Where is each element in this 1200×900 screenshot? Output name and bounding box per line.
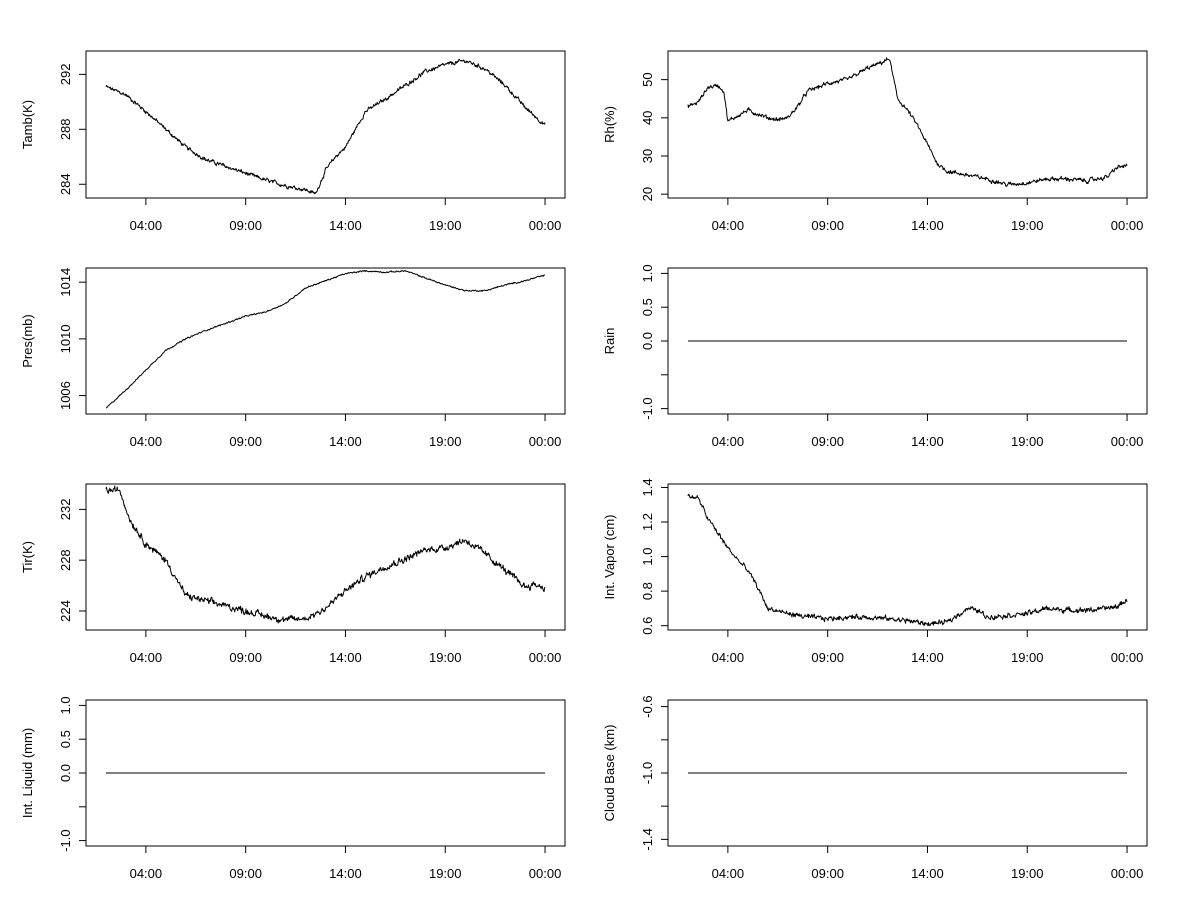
- x-tick-label: 19:00: [429, 218, 462, 233]
- chart-panel-5: 04:00 09:00 14:00 19:00 00:00 224 228 232 Tir(K): [20, 483, 566, 665]
- y-tick-label: -1.0: [58, 829, 73, 851]
- chart-panel-3: 04:00 09:00 14:00 19:00 00:00 1006 1010 1014 Pre…: [20, 267, 566, 449]
- y-tick-label: 50: [640, 72, 655, 86]
- y-tick-label: 292: [58, 64, 73, 86]
- x-tick-label: 04:00: [130, 650, 163, 665]
- x-tick-label: 09:00: [811, 218, 844, 233]
- x-tick-label: 04:00: [712, 218, 745, 233]
- series-line: [105, 269, 546, 409]
- y-tick-label: -1.4: [640, 828, 655, 850]
- y-tick-label: -1.0: [640, 762, 655, 784]
- x-tick-label: 14:00: [911, 218, 944, 233]
- y-tick-label: -1.0: [640, 397, 655, 419]
- x-tick-label: 19:00: [1011, 650, 1044, 665]
- x-tick-label: 00:00: [529, 434, 562, 449]
- x-tick-label: 04:00: [130, 218, 163, 233]
- y-tick-label: 30: [640, 149, 655, 163]
- y-tick-label: 1014: [58, 268, 73, 297]
- y-axis-label: Rain: [602, 328, 617, 355]
- x-tick-label: 14:00: [911, 866, 944, 881]
- x-tick-label: 04:00: [130, 434, 163, 449]
- y-tick-label: 224: [58, 600, 73, 622]
- y-tick-label: -0.6: [640, 695, 655, 717]
- x-tick-label: 09:00: [229, 650, 262, 665]
- y-tick-label: 0.5: [640, 298, 655, 316]
- y-axis-label: Tamb(K): [20, 100, 35, 149]
- y-tick-label: 1010: [58, 324, 73, 353]
- x-tick-label: 00:00: [529, 650, 562, 665]
- x-tick-label: 04:00: [130, 866, 163, 881]
- y-tick-label: 1.2: [640, 513, 655, 531]
- chart-panel-2: 04:00 09:00 14:00 19:00 00:00 20 30 40 50 Rh(%): [602, 50, 1148, 233]
- y-tick-label: 40: [640, 111, 655, 125]
- x-tick-label: 14:00: [329, 434, 362, 449]
- x-tick-label: 14:00: [911, 650, 944, 665]
- plot-frame: [85, 483, 566, 631]
- x-tick-label: 19:00: [1011, 218, 1044, 233]
- x-tick-label: 09:00: [229, 218, 262, 233]
- y-tick-label: 288: [58, 118, 73, 140]
- x-tick-label: 09:00: [811, 434, 844, 449]
- chart-panel-4: 04:00 09:00 14:00 19:00 00:00 -1.0 0.0 0.5 1.0 Ra…: [602, 264, 1148, 449]
- y-tick-label: 1.0: [640, 264, 655, 282]
- x-tick-label: 09:00: [229, 434, 262, 449]
- x-tick-label: 09:00: [229, 866, 262, 881]
- x-tick-label: 09:00: [811, 866, 844, 881]
- y-tick-label: 232: [58, 499, 73, 521]
- y-tick-label: 0.0: [58, 764, 73, 782]
- y-axis-label: Int. Liquid (mm): [20, 728, 35, 818]
- plot-frame: [85, 50, 566, 199]
- series-line: [105, 58, 546, 195]
- y-tick-label: 1.4: [640, 478, 655, 496]
- y-axis-label: Rh(%): [602, 106, 617, 143]
- series-line: [687, 57, 1128, 188]
- x-tick-label: 19:00: [429, 650, 462, 665]
- y-tick-label: 20: [640, 187, 655, 201]
- chart-panel-1: 04:00 09:00 14:00 19:00 00:00 284 288 292 Tamb(K…: [20, 50, 566, 233]
- y-tick-label: 1006: [58, 381, 73, 410]
- x-tick-label: 14:00: [911, 434, 944, 449]
- x-tick-label: 19:00: [429, 866, 462, 881]
- y-tick-label: 1.0: [58, 696, 73, 714]
- x-tick-label: 00:00: [1111, 650, 1144, 665]
- y-axis-label: Cloud Base (km): [602, 725, 617, 822]
- x-tick-label: 19:00: [1011, 434, 1044, 449]
- x-tick-label: 00:00: [529, 218, 562, 233]
- y-tick-label: 1.0: [640, 548, 655, 566]
- x-tick-label: 14:00: [329, 866, 362, 881]
- x-tick-label: 04:00: [712, 650, 745, 665]
- chart-panel-8: 04:00 09:00 14:00 19:00 00:00 -1.4 -1.0 -0.6 Clo…: [602, 695, 1148, 881]
- x-tick-label: 14:00: [329, 218, 362, 233]
- x-tick-label: 09:00: [811, 650, 844, 665]
- x-tick-label: 00:00: [1111, 866, 1144, 881]
- series-line: [687, 493, 1128, 627]
- x-tick-label: 00:00: [529, 866, 562, 881]
- x-tick-label: 04:00: [712, 434, 745, 449]
- series-line: [105, 485, 546, 624]
- x-tick-label: 04:00: [712, 866, 745, 881]
- y-axis-label: Pres(mb): [20, 314, 35, 367]
- y-tick-label: 284: [58, 173, 73, 195]
- y-axis-label: Tir(K): [20, 541, 35, 573]
- chart-panel-7: 04:00 09:00 14:00 19:00 00:00 -1.0 0.0 0.5 1.0 In…: [20, 696, 566, 881]
- x-tick-label: 19:00: [1011, 866, 1044, 881]
- y-tick-label: 0.0: [640, 332, 655, 350]
- y-tick-label: 228: [58, 549, 73, 571]
- x-tick-label: 00:00: [1111, 434, 1144, 449]
- chart-panel-6: 04:00 09:00 14:00 19:00 00:00 0.6 0.8 1.0 1.2 1.4…: [602, 478, 1148, 665]
- x-tick-label: 00:00: [1111, 218, 1144, 233]
- plot-frame: [85, 267, 566, 415]
- plot-frame: [667, 50, 1148, 199]
- y-tick-label: 0.8: [640, 582, 655, 600]
- y-axis-label: Int. Vapor (cm): [602, 514, 617, 599]
- y-tick-label: 0.5: [58, 730, 73, 748]
- x-tick-label: 19:00: [429, 434, 462, 449]
- x-tick-label: 14:00: [329, 650, 362, 665]
- y-tick-label: 0.6: [640, 617, 655, 635]
